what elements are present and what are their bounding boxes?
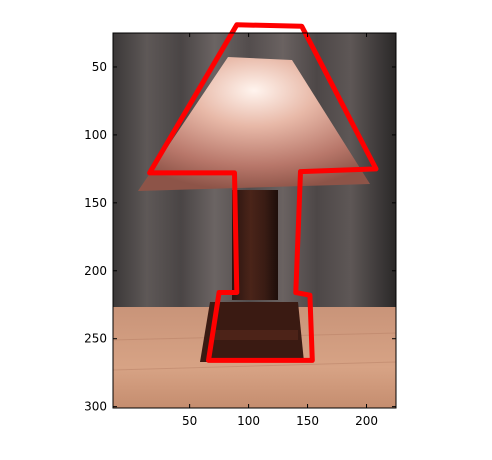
y-tick-label: 250 [84, 332, 107, 346]
lamp-photo [113, 33, 396, 408]
x-tick-label: 150 [296, 414, 319, 428]
y-tick-label: 300 [84, 400, 107, 414]
y-tick-label: 100 [84, 128, 107, 142]
y-tick-label: 200 [84, 264, 107, 278]
y-tick-label: 150 [84, 196, 107, 210]
y-axis: 50 100 150 200 250 300 [84, 60, 396, 414]
y-tick-label: 50 [92, 60, 107, 74]
lamp-outline [147, 22, 379, 363]
x-tick-label: 100 [237, 414, 260, 428]
x-tick-label: 200 [355, 414, 378, 428]
axes-frame [112, 32, 397, 409]
x-tick-label: 50 [182, 414, 197, 428]
x-axis: 50 100 150 200 [182, 33, 378, 428]
